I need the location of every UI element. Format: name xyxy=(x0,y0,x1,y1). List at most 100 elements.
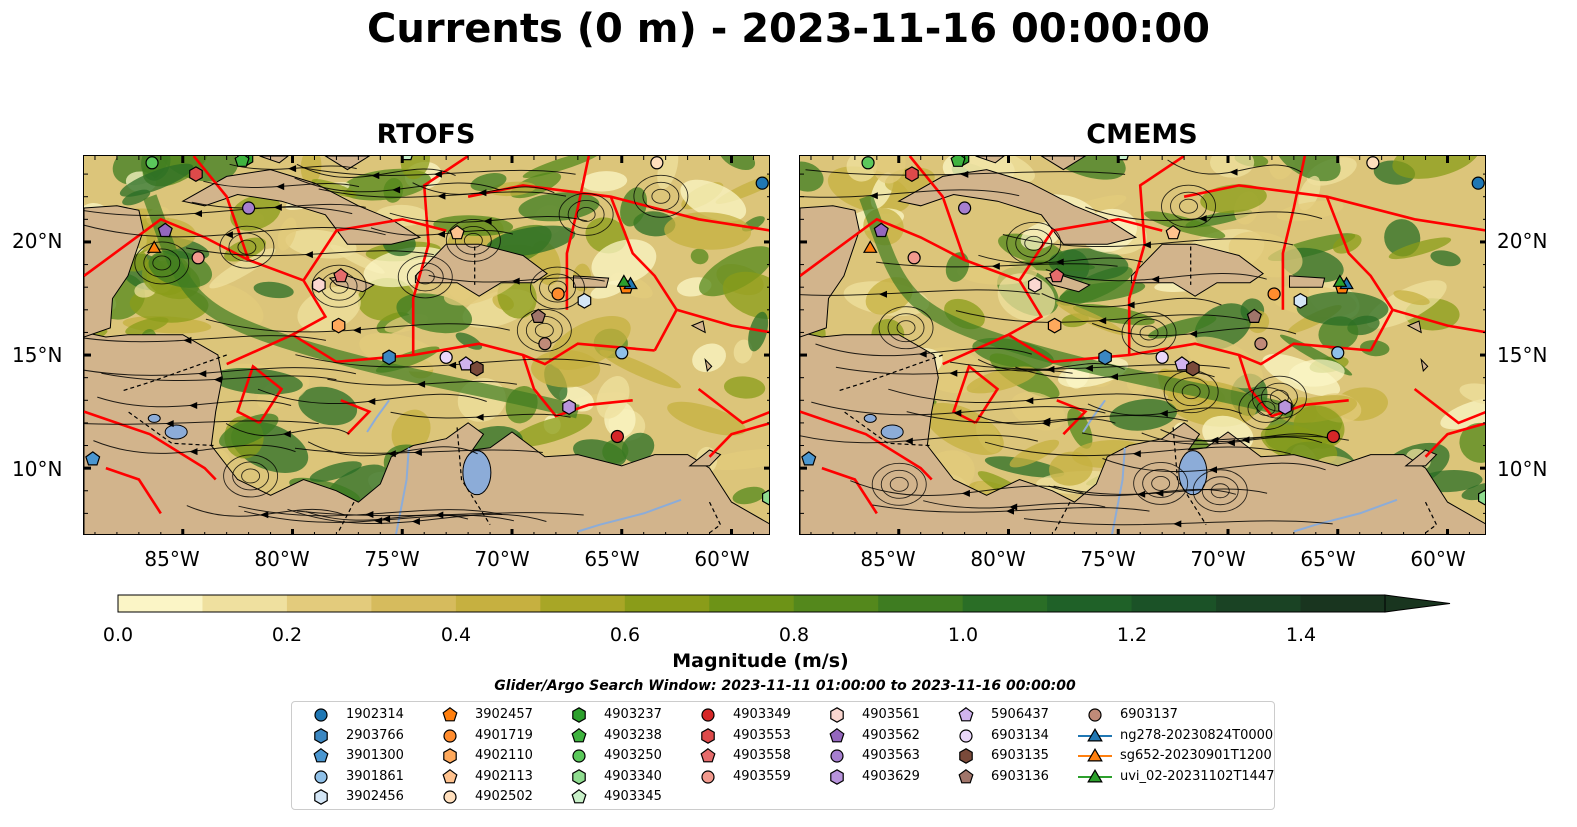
streamline xyxy=(1002,234,1294,248)
legend-label: uvi_02-20231102T1447 xyxy=(1120,768,1275,784)
legend-circle-marker xyxy=(314,770,328,784)
lake xyxy=(863,413,877,423)
legend-hexagon-marker xyxy=(443,748,457,765)
streamline xyxy=(984,441,1291,457)
platform-marker-4903340 xyxy=(761,489,769,506)
lat-label-10n-left: 10°N xyxy=(12,457,63,481)
streamline xyxy=(872,504,1150,513)
platform-marker-2903766 xyxy=(1098,349,1112,366)
eez-boundary-line xyxy=(1413,387,1485,425)
eddy-streamline xyxy=(445,219,501,262)
eez-boundary-line xyxy=(800,217,1044,366)
streamline xyxy=(97,396,292,408)
country-border xyxy=(1422,501,1438,534)
eddy-streamline xyxy=(1006,221,1062,265)
legend-pentagon-marker xyxy=(313,748,329,763)
magnitude-patch xyxy=(596,376,630,419)
streamline xyxy=(84,420,319,425)
legend-marker-icon xyxy=(830,768,844,785)
legend-label: 4902502 xyxy=(475,789,533,805)
streamline xyxy=(1081,432,1349,442)
streamline xyxy=(978,254,1144,264)
streamline xyxy=(287,508,547,525)
magnitude-patch xyxy=(1056,301,1126,336)
colorbar-segment xyxy=(455,595,541,612)
streamline-arrow xyxy=(387,450,396,458)
legend-marker-icon xyxy=(443,790,457,804)
streamline xyxy=(389,212,588,223)
lake xyxy=(880,424,904,440)
legend-marker-icon xyxy=(700,748,716,763)
legend-marker-icon xyxy=(958,768,974,784)
platform-marker-4902110 xyxy=(1047,317,1062,334)
eddy-streamline xyxy=(1192,469,1248,513)
streamline xyxy=(412,182,555,195)
legend-label: 4901719 xyxy=(475,727,533,743)
colorbar xyxy=(117,594,1451,613)
streamline xyxy=(1045,269,1267,282)
streamline xyxy=(1048,485,1237,497)
platform-marker-4902110 xyxy=(331,317,346,334)
eez-boundary-line xyxy=(1424,422,1485,458)
streamline xyxy=(84,335,326,343)
magnitude-patch xyxy=(300,156,322,185)
legend-triangle-marker xyxy=(1087,768,1103,783)
eddy-streamline xyxy=(1161,184,1216,228)
legend-label: 4903561 xyxy=(862,707,920,722)
platform-marker-4903629 xyxy=(1278,399,1292,415)
legend-marker-icon xyxy=(1078,748,1112,762)
streamline-arrow xyxy=(478,189,487,197)
cbar-tick-0: 0.0 xyxy=(102,624,134,646)
legend-pentagon-marker xyxy=(442,707,458,722)
legend-marker-icon xyxy=(701,708,715,722)
legend-label: 4903345 xyxy=(604,789,662,805)
magnitude-patch xyxy=(690,248,709,265)
legend-label: ng278-20230824T0000 xyxy=(1120,727,1274,743)
streamline-arrow xyxy=(511,277,520,285)
magnitude-patch xyxy=(122,189,151,206)
legend-hexagon-marker xyxy=(701,727,715,744)
magnitude-patch xyxy=(298,386,358,426)
lon-label-80w-right: 80°W xyxy=(970,547,1026,571)
magnitude-patch xyxy=(1430,250,1461,267)
eddy-streamline xyxy=(1210,483,1230,499)
cbar-tick-3: 0.6 xyxy=(609,624,641,646)
legend-circle-marker xyxy=(443,790,457,804)
streamline xyxy=(205,318,510,333)
streamline xyxy=(225,423,350,437)
lon-label-85w-left: 85°W xyxy=(144,547,200,571)
eddy-streamline xyxy=(1179,198,1198,214)
platform-marker-3901300 xyxy=(801,451,817,466)
eddy-streamline xyxy=(406,262,444,292)
platform-marker-4901719 xyxy=(1267,287,1281,301)
eddy-streamline xyxy=(633,174,689,218)
eddy-streamline xyxy=(651,188,671,204)
magnitude-patch xyxy=(1049,451,1093,486)
streamline xyxy=(390,411,571,419)
legend-marker-icon xyxy=(1078,727,1112,742)
map-cmems-canvas xyxy=(800,156,1485,534)
streamline-arrow xyxy=(371,172,380,180)
eddy-streamline xyxy=(219,225,275,269)
legend-label: 4903553 xyxy=(733,727,791,743)
legend-label: 6903134 xyxy=(991,727,1049,743)
streamline xyxy=(805,169,1126,176)
legend-marker-icon xyxy=(572,768,586,785)
streamline-arrow xyxy=(352,326,361,334)
eez-boundary-line xyxy=(236,364,284,425)
lon-label-65w-right: 65°W xyxy=(1300,547,1356,571)
eddy-streamline xyxy=(1238,387,1294,430)
streamline xyxy=(306,511,469,521)
land-polygon xyxy=(1420,358,1429,372)
colorbar-segment xyxy=(540,595,626,612)
platform-marker-4903340 xyxy=(1477,489,1485,506)
lon-label-85w-right: 85°W xyxy=(860,547,916,571)
map-rtofs[interactable] xyxy=(83,155,770,535)
map-cmems[interactable] xyxy=(799,155,1486,535)
magnitude-patch xyxy=(1009,439,1060,468)
lat-label-20n-left: 20°N xyxy=(12,229,63,253)
streamline xyxy=(1053,485,1268,495)
legend-marker-icon xyxy=(830,707,844,723)
magnitude-patch xyxy=(664,212,752,250)
legend-marker-icon xyxy=(701,727,715,744)
